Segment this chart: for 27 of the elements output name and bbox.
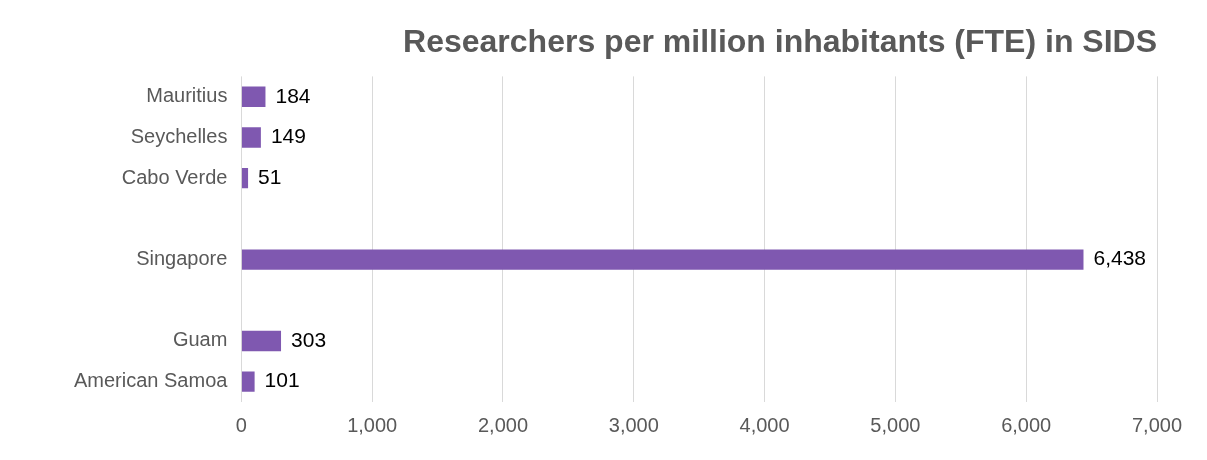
x-tick-label: 2,000 <box>477 413 529 436</box>
y-tick-label: Mauritius <box>146 84 228 107</box>
data-label: 101 <box>264 368 300 392</box>
x-tick-label: 1,000 <box>347 413 398 436</box>
data-label: 6,438 <box>1093 246 1147 270</box>
data-label: 149 <box>270 124 306 148</box>
y-tick-label: American Samoa <box>73 369 229 392</box>
x-tick-label: 7,000 <box>1131 413 1183 436</box>
x-tick-label: 0 <box>235 413 247 436</box>
bar <box>241 371 255 392</box>
y-tick-label: Seychelles <box>130 124 228 147</box>
data-label: 51 <box>258 164 282 188</box>
chart-title: Researchers per million inhabitants (FTE) in SIDS <box>403 23 1157 60</box>
bar <box>241 127 261 148</box>
bar <box>241 330 282 352</box>
bar <box>241 249 1084 270</box>
x-tick-label: 3,000 <box>608 413 659 436</box>
data-label: 303 <box>291 327 327 351</box>
y-tick-label: Guam <box>172 328 228 351</box>
data-label: 184 <box>275 83 311 107</box>
y-tick-label: Singapore <box>136 247 228 270</box>
x-tick-label: 6,000 <box>1001 413 1052 436</box>
bar <box>241 86 266 107</box>
x-tick-label: 4,000 <box>739 413 790 436</box>
bar <box>241 167 249 189</box>
x-tick-label: 5,000 <box>870 413 921 436</box>
y-tick-label: Cabo Verde <box>121 165 228 188</box>
